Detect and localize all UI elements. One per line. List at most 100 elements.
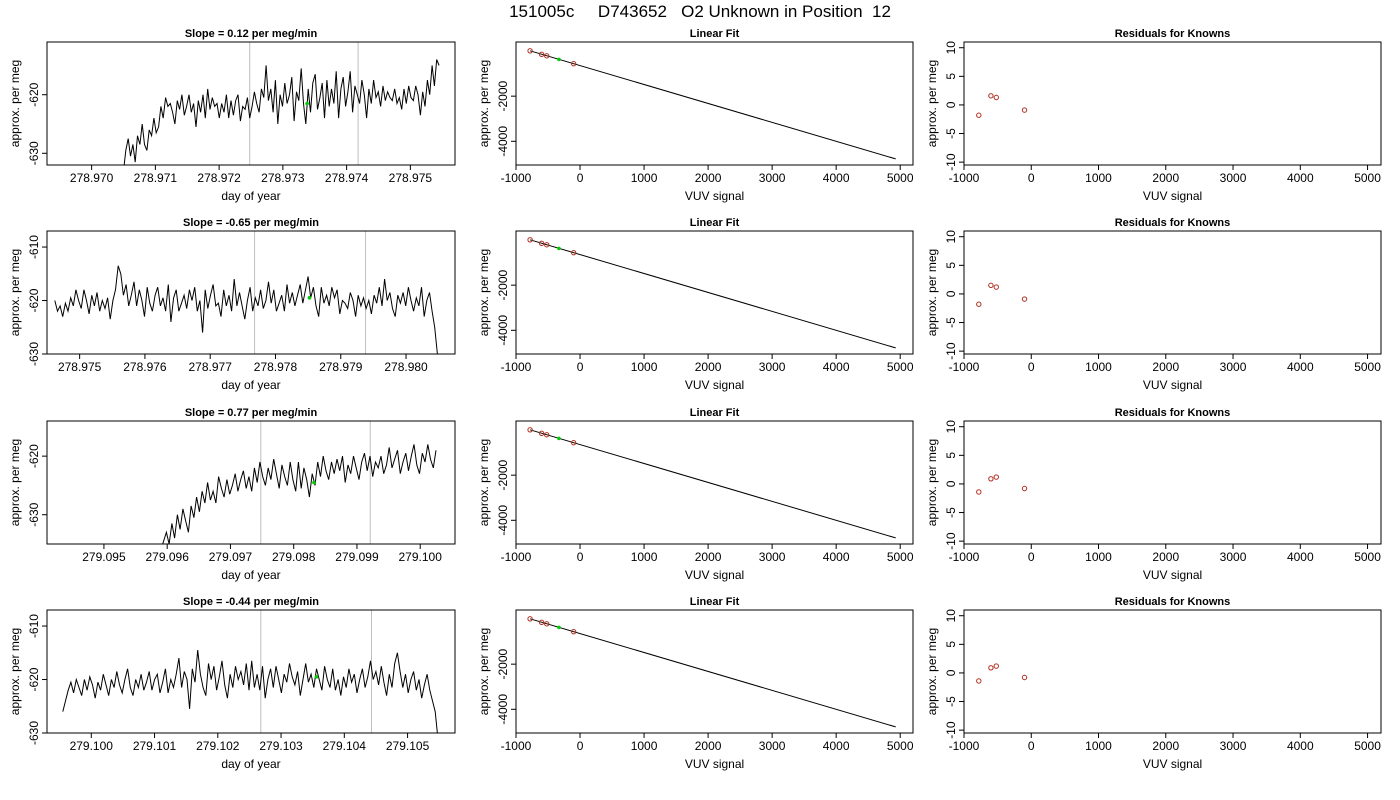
x-tick-label: 3000: [759, 739, 786, 753]
series-line: [162, 444, 437, 544]
x-tick-label: 279.098: [272, 550, 316, 564]
x-tick-label: 4000: [1287, 550, 1314, 564]
y-tick-label: 10: [944, 420, 958, 434]
y-tick-label: 5: [944, 641, 958, 648]
x-tick-label: 278.975: [389, 171, 433, 185]
known-point: [538, 430, 545, 436]
unknown-marker: [314, 675, 319, 679]
x-tick-label: 1000: [1085, 739, 1112, 753]
y-tick-label: -2000: [496, 648, 510, 679]
x-tick-label: 2000: [1152, 739, 1179, 753]
known-point: [527, 616, 533, 622]
panel-4-2: Linear Fit -1000 0 1000 2000 3000 4000 5000 -200…: [477, 596, 914, 771]
x-tick-label: 279.097: [209, 550, 253, 564]
y-tick-label: -620: [27, 667, 41, 691]
plot-frame: [46, 609, 456, 734]
series-line: [54, 265, 438, 354]
y-tick-label: 0: [944, 101, 958, 108]
x-tick-label: 279.103: [259, 739, 303, 753]
x-tick-label: 4000: [823, 171, 850, 185]
known-point: [544, 432, 550, 438]
plot-frame: [963, 609, 1382, 734]
x-tick-label: 279.102: [196, 739, 240, 753]
panel-4-1: Slope = -0.44 per meg/min 279.100 279.101 2…: [8, 596, 456, 771]
y-axis-label: approx. per meg: [925, 439, 939, 526]
plot-data: [527, 237, 896, 349]
residual-point: [993, 474, 999, 480]
y-axis-label: approx. per meg: [477, 439, 491, 526]
y-tick-label: -4000: [496, 315, 510, 346]
residual-point: [988, 476, 994, 482]
y-tick-label: -610: [27, 235, 41, 259]
x-axis-label: VUV signal: [685, 378, 744, 392]
x-tick-label: 278.971: [134, 171, 178, 185]
y-tick-label: 0: [944, 290, 958, 297]
x-tick-label: 278.979: [319, 360, 363, 374]
y-axis-label: approx. per meg: [477, 60, 491, 147]
residual-point: [993, 663, 999, 669]
series-line: [123, 59, 440, 165]
x-tick-label: 2000: [695, 739, 722, 753]
y-axis-label: approx. per meg: [8, 60, 22, 147]
residual-point: [976, 301, 982, 307]
known-point: [544, 242, 550, 248]
known-point: [527, 237, 533, 243]
panel-title: Slope = -0.44 per meg/min: [183, 596, 319, 608]
x-tick-label: 5000: [1354, 550, 1381, 564]
y-tick-label: -10: [944, 721, 958, 739]
y-tick-label: 10: [944, 41, 958, 55]
known-point: [544, 621, 550, 627]
x-tick-label: 2000: [695, 550, 722, 564]
residual-point: [976, 112, 982, 118]
x-tick-label: -1000: [501, 550, 532, 564]
x-tick-label: 2000: [695, 360, 722, 374]
x-tick-label: 5000: [1354, 360, 1381, 374]
x-tick-label: -1000: [501, 171, 532, 185]
y-tick-label: -10: [944, 342, 958, 360]
residual-point: [1021, 485, 1028, 492]
plot-frame: [46, 420, 456, 545]
known-point: [570, 628, 577, 635]
x-tick-label: 4000: [1287, 739, 1314, 753]
y-tick-label: -630: [27, 721, 41, 745]
plot-data: [54, 231, 438, 354]
x-tick-label: 4000: [823, 550, 850, 564]
x-tick-label: 278.972: [197, 171, 241, 185]
x-tick-label: 2000: [1152, 171, 1179, 185]
x-tick-label: 0: [1028, 171, 1035, 185]
x-tick-label: 4000: [823, 360, 850, 374]
y-tick-label: 0: [944, 669, 958, 676]
x-tick-label: 279.099: [335, 550, 379, 564]
y-tick-label: -4000: [496, 126, 510, 157]
x-tick-label: 5000: [887, 360, 914, 374]
known-point: [570, 60, 577, 67]
known-point: [538, 619, 545, 625]
x-tick-label: 5000: [887, 550, 914, 564]
plot-data: [976, 282, 1028, 307]
known-point: [544, 53, 550, 59]
x-tick-label: 4000: [1287, 171, 1314, 185]
panel-2-2: Linear Fit -1000 0 1000 2000 3000 4000 5000 -200…: [477, 217, 914, 392]
y-axis-label: approx. per meg: [925, 60, 939, 147]
known-point: [570, 249, 577, 256]
x-tick-label: 4000: [1287, 360, 1314, 374]
plot-frame: [46, 41, 456, 166]
x-tick-label: -1000: [949, 171, 980, 185]
x-tick-label: 3000: [1220, 550, 1247, 564]
panel-title: Residuals for Knowns: [1115, 596, 1231, 608]
residual-point: [976, 678, 982, 684]
panel-title: Slope = 0.12 per meg/min: [185, 28, 318, 40]
x-tick-label: 279.101: [133, 739, 177, 753]
y-tick-label: -5: [944, 507, 958, 518]
y-axis-label: approx. per meg: [925, 628, 939, 715]
fit-line: [529, 429, 896, 539]
residual-point: [988, 282, 994, 289]
x-tick-label: 3000: [1220, 360, 1247, 374]
x-axis-label: day of year: [221, 378, 280, 392]
y-axis-label: approx. per meg: [925, 249, 939, 336]
residual-point: [1021, 674, 1028, 681]
plot-data: [123, 42, 440, 165]
y-tick-label: -5: [944, 317, 958, 328]
unknown-marker: [312, 480, 316, 485]
plot-frame: [515, 41, 914, 166]
